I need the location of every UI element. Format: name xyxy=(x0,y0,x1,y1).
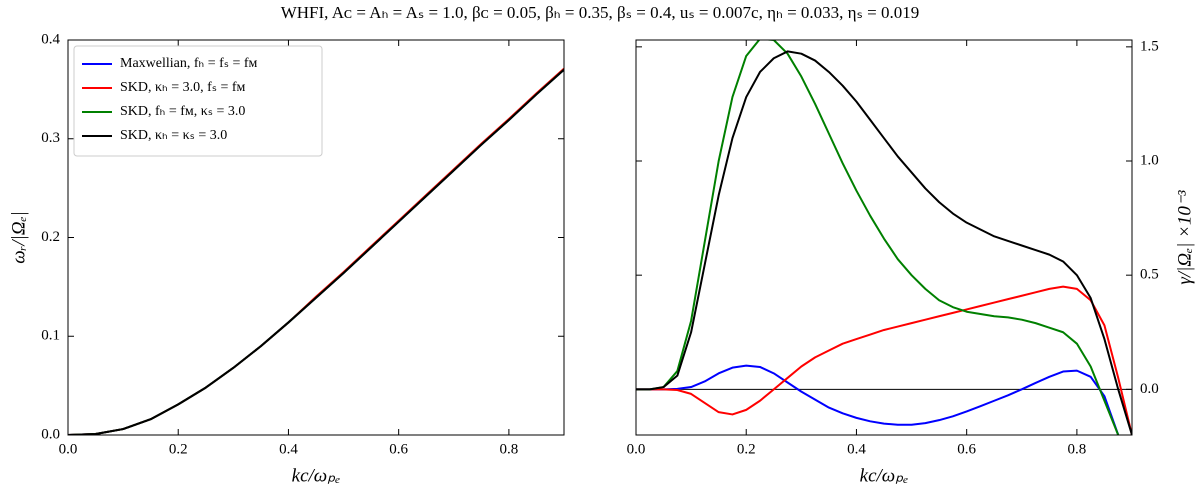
x-tick-label: 0.4 xyxy=(279,441,298,457)
x-axis-label: kc/ωₚₑ xyxy=(860,465,909,486)
series-line xyxy=(636,285,1132,435)
legend: Maxwellian, fₕ = fₛ = fᴍ SKD, κₕ = 3.0, f… xyxy=(73,45,323,157)
x-tick-label: 0.2 xyxy=(169,441,188,457)
legend-label: SKD, fₕ = fᴍ, κₛ = 3.0 xyxy=(120,104,245,119)
legend-label: Maxwellian, fₕ = fₛ = fᴍ xyxy=(120,56,258,71)
series-line xyxy=(68,68,564,435)
y-tick-label: 0.2 xyxy=(41,229,60,245)
x-tick-label: 0.2 xyxy=(737,441,756,457)
legend-label: SKD, κₕ = κₛ = 3.0 xyxy=(120,128,227,143)
series-line xyxy=(636,50,1132,435)
x-tick-label: 0.0 xyxy=(627,441,646,457)
y-tick-label: 1.0 xyxy=(1140,152,1159,168)
axes-frame xyxy=(635,39,1133,436)
y-tick-label: 0.0 xyxy=(41,426,60,442)
x-tick-label: 0.8 xyxy=(500,441,519,457)
legend-box xyxy=(73,45,323,157)
y-tick-label: 0.5 xyxy=(1140,267,1159,283)
y-tick-label: 0.3 xyxy=(41,130,60,146)
y-tick-label: 1.5 xyxy=(1140,38,1159,54)
y-tick-label: 0.0 xyxy=(1140,381,1159,397)
x-axis-label: kc/ωₚₑ xyxy=(292,465,341,486)
plot-area xyxy=(68,67,564,435)
y-axis-label: γ/|Ωₑ| ×10⁻³ xyxy=(1174,190,1195,285)
series-line xyxy=(636,40,1120,435)
y-axis-label: ωᵣ/|Ωₑ| xyxy=(8,211,29,264)
series-line xyxy=(636,364,1120,435)
x-tick-label: 0.0 xyxy=(59,441,78,457)
y-tick-label: 0.1 xyxy=(41,328,60,344)
legend-label: SKD, κₕ = 3.0, fₛ = fᴍ xyxy=(120,80,246,95)
x-tick-label: 0.8 xyxy=(1068,441,1087,457)
plot-area xyxy=(636,40,1132,435)
x-tick-label: 0.6 xyxy=(957,441,976,457)
y-tick-label: 0.4 xyxy=(41,31,60,47)
axes-frame xyxy=(67,39,565,436)
x-tick-label: 0.6 xyxy=(389,441,408,457)
figure-title: WHFI, Aᴄ = Aₕ = Aₛ = 1.0, βᴄ = 0.05, βₕ … xyxy=(281,3,920,22)
x-tick-label: 0.4 xyxy=(847,441,866,457)
